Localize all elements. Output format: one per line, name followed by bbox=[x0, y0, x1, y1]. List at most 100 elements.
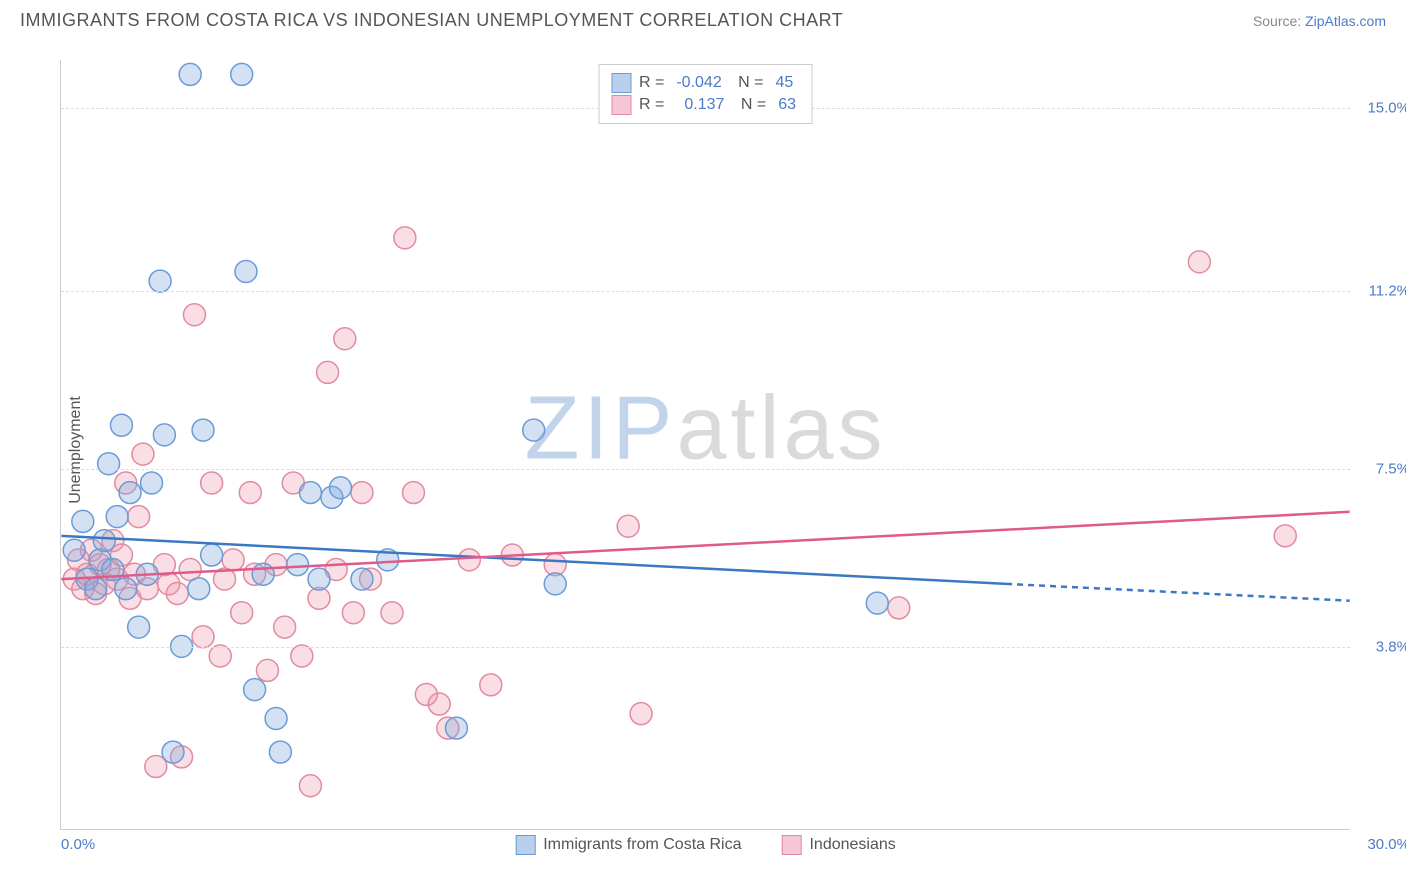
legend-swatch-blue bbox=[611, 73, 631, 93]
r-label: R = bbox=[639, 74, 664, 92]
data-point bbox=[544, 573, 566, 595]
data-point bbox=[480, 674, 502, 696]
data-point bbox=[351, 568, 373, 590]
data-point bbox=[265, 707, 287, 729]
series-legend-item-2: Indonesians bbox=[781, 835, 895, 855]
source-link[interactable]: ZipAtlas.com bbox=[1305, 13, 1386, 29]
data-point bbox=[222, 549, 244, 571]
data-point bbox=[153, 424, 175, 446]
data-point bbox=[119, 482, 141, 504]
data-point bbox=[351, 482, 373, 504]
data-point bbox=[201, 472, 223, 494]
correlation-legend-row-1: R = -0.042 N = 45 bbox=[611, 73, 800, 93]
data-point bbox=[235, 260, 257, 282]
grid-line bbox=[61, 469, 1350, 470]
r-label: R = bbox=[639, 96, 664, 114]
legend-swatch-pink bbox=[611, 95, 631, 115]
trend-line-extrapolated bbox=[1006, 584, 1350, 601]
scatter-plot-svg bbox=[61, 60, 1350, 829]
data-point bbox=[85, 578, 107, 600]
data-point bbox=[428, 693, 450, 715]
n-label: N = bbox=[736, 96, 766, 114]
data-point bbox=[256, 659, 278, 681]
grid-line bbox=[61, 291, 1350, 292]
chart-container: Unemployment ZIPatlas R = -0.042 N = 45 … bbox=[50, 60, 1370, 840]
data-point bbox=[308, 568, 330, 590]
series-legend-item-1: Immigrants from Costa Rica bbox=[515, 835, 741, 855]
data-point bbox=[1188, 251, 1210, 273]
correlation-legend: R = -0.042 N = 45 R = 0.137 N = 63 bbox=[598, 64, 813, 124]
data-point bbox=[98, 453, 120, 475]
data-point bbox=[183, 304, 205, 326]
data-point bbox=[106, 506, 128, 528]
correlation-legend-row-2: R = 0.137 N = 63 bbox=[611, 95, 800, 115]
data-point bbox=[141, 472, 163, 494]
data-point bbox=[192, 626, 214, 648]
series-1-label: Immigrants from Costa Rica bbox=[543, 836, 741, 854]
x-tick-min: 0.0% bbox=[61, 836, 95, 853]
y-tick-label: 15.0% bbox=[1367, 100, 1406, 117]
data-point bbox=[299, 775, 321, 797]
data-point bbox=[93, 530, 115, 552]
data-point bbox=[72, 510, 94, 532]
data-point bbox=[888, 597, 910, 619]
grid-line bbox=[61, 647, 1350, 648]
x-tick-max: 30.0% bbox=[1367, 836, 1406, 853]
data-point bbox=[179, 63, 201, 85]
data-point bbox=[523, 419, 545, 441]
data-point bbox=[192, 419, 214, 441]
data-point bbox=[291, 645, 313, 667]
data-point bbox=[110, 414, 132, 436]
data-point bbox=[394, 227, 416, 249]
data-point bbox=[231, 63, 253, 85]
data-point bbox=[1274, 525, 1296, 547]
data-point bbox=[287, 554, 309, 576]
data-point bbox=[617, 515, 639, 537]
data-point bbox=[201, 544, 223, 566]
data-point bbox=[334, 328, 356, 350]
n-value-2: 63 bbox=[778, 96, 796, 114]
data-point bbox=[445, 717, 467, 739]
series-2-label: Indonesians bbox=[809, 836, 895, 854]
y-tick-label: 7.5% bbox=[1376, 461, 1406, 478]
data-point bbox=[209, 645, 231, 667]
data-point bbox=[342, 602, 364, 624]
data-point bbox=[402, 482, 424, 504]
r-value-1: -0.042 bbox=[676, 74, 721, 92]
n-label: N = bbox=[734, 74, 764, 92]
data-point bbox=[128, 506, 150, 528]
data-point bbox=[149, 270, 171, 292]
data-point bbox=[329, 477, 351, 499]
data-point bbox=[188, 578, 210, 600]
source-label: Source: bbox=[1253, 13, 1301, 29]
chart-title: IMMIGRANTS FROM COSTA RICA VS INDONESIAN… bbox=[20, 10, 843, 31]
series-legend: Immigrants from Costa Rica Indonesians bbox=[515, 835, 896, 855]
data-point bbox=[132, 443, 154, 465]
data-point bbox=[128, 616, 150, 638]
data-point bbox=[274, 616, 296, 638]
data-point bbox=[458, 549, 480, 571]
source-attribution: Source: ZipAtlas.com bbox=[1253, 13, 1386, 29]
data-point bbox=[239, 482, 261, 504]
r-value-2: 0.137 bbox=[684, 96, 724, 114]
data-point bbox=[231, 602, 253, 624]
chart-header: IMMIGRANTS FROM COSTA RICA VS INDONESIAN… bbox=[0, 0, 1406, 39]
y-tick-label: 3.8% bbox=[1376, 639, 1406, 656]
data-point bbox=[299, 482, 321, 504]
data-point bbox=[866, 592, 888, 614]
n-value-1: 45 bbox=[776, 74, 794, 92]
data-point bbox=[63, 539, 85, 561]
data-point bbox=[244, 679, 266, 701]
data-point bbox=[317, 361, 339, 383]
legend-swatch-pink bbox=[781, 835, 801, 855]
data-point bbox=[115, 578, 137, 600]
data-point bbox=[269, 741, 291, 763]
data-point bbox=[162, 741, 184, 763]
data-point bbox=[166, 583, 188, 605]
y-tick-label: 11.2% bbox=[1369, 283, 1406, 300]
data-point bbox=[630, 703, 652, 725]
data-point bbox=[381, 602, 403, 624]
legend-swatch-blue bbox=[515, 835, 535, 855]
data-point bbox=[252, 563, 274, 585]
plot-area: ZIPatlas R = -0.042 N = 45 R = 0.137 N =… bbox=[60, 60, 1350, 830]
